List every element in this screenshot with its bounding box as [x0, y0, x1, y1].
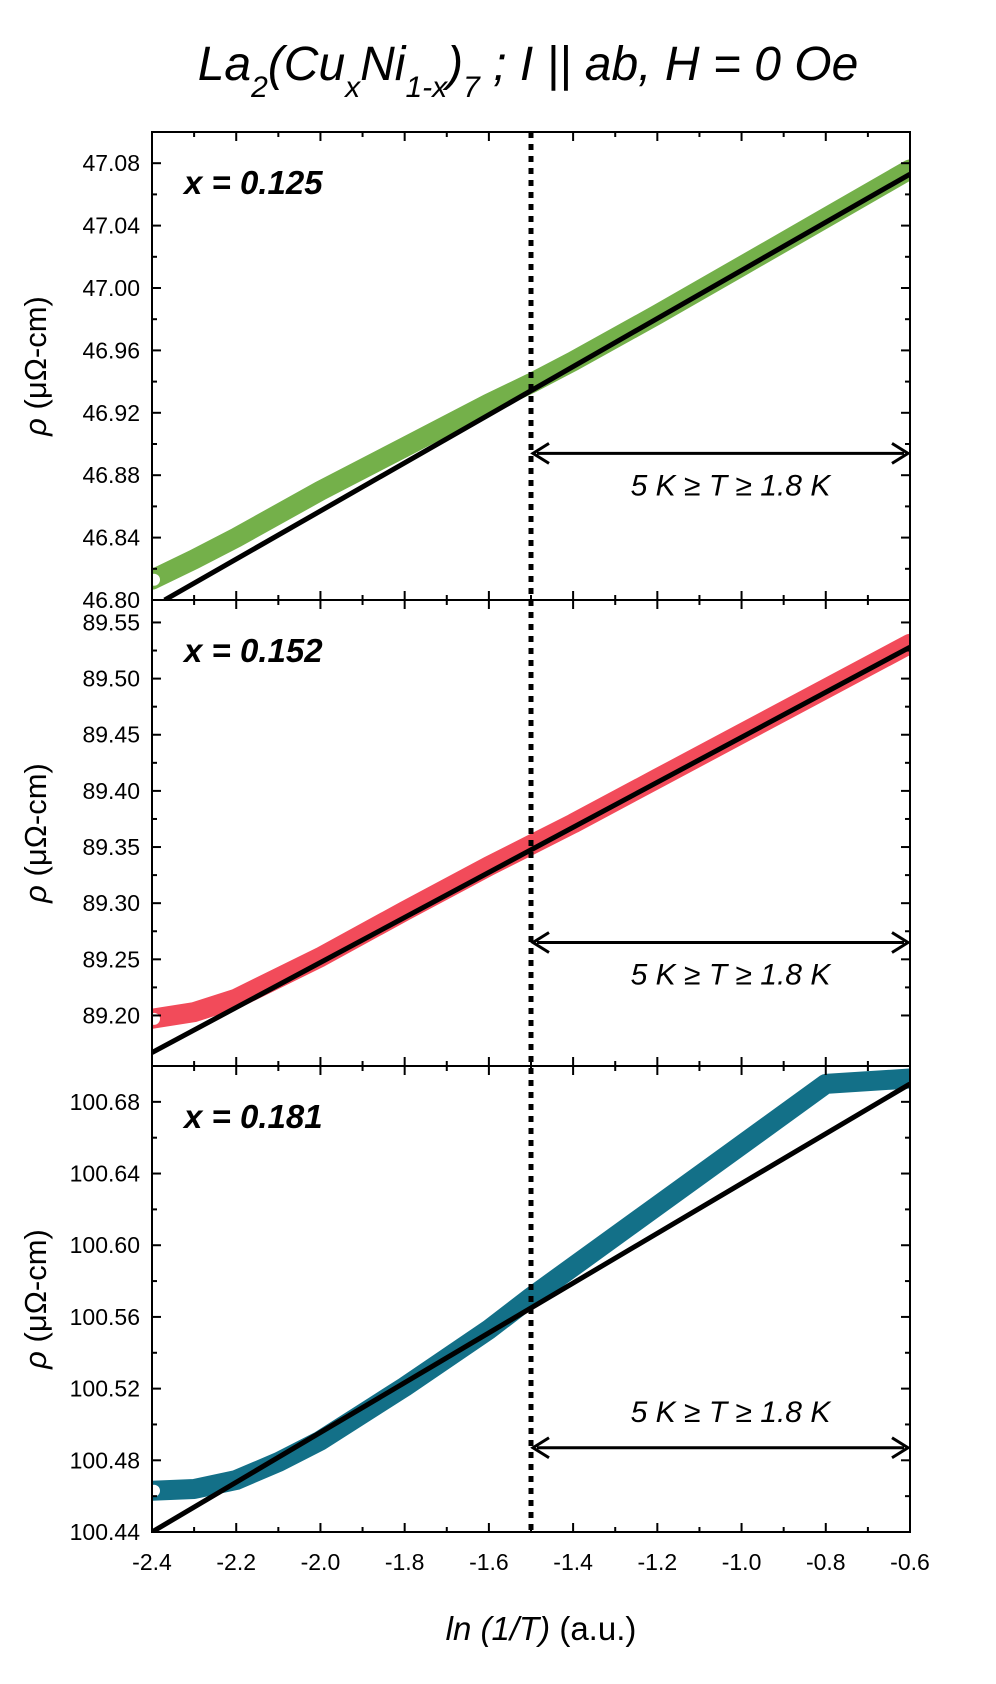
arrowhead-right: [891, 931, 911, 954]
panel-2: 89.20 89.25 89.30 89.35 89.40 89.45 89.50 89.55…: [18, 599, 911, 1067]
y-tick-label: 89.40: [82, 778, 140, 804]
x-tick-label: -1.0: [722, 1549, 762, 1575]
x-tick-label: -1.6: [469, 1549, 509, 1575]
panel-label: x = 0.181: [182, 1098, 323, 1135]
panel-3: 100.44 100.48 100.52 100.56 100.60 100.64 100.…: [18, 1065, 911, 1545]
x-tick-label: -0.8: [806, 1549, 846, 1575]
arrowhead-left: [530, 442, 550, 465]
x-tick-label: -0.6: [890, 1549, 930, 1575]
y-axis-label: ρ (μΩ-cm): [18, 296, 53, 437]
y-tick-label: 89.55: [82, 609, 140, 635]
data-series: [152, 633, 910, 1029]
y-tick-label: 89.20: [82, 1002, 140, 1028]
y-tick-label: 47.00: [82, 275, 140, 301]
data-endpoint-marker: [152, 571, 162, 588]
plot-area: [152, 1068, 910, 1532]
fit-line: [152, 644, 910, 1055]
data-series: [152, 159, 910, 590]
x-tick-label: -2.2: [216, 1549, 256, 1575]
fit-line: [152, 1081, 910, 1532]
fit-line: [163, 171, 910, 600]
y-tick-label: 46.80: [82, 587, 140, 613]
y-tick-label: 100.64: [70, 1161, 141, 1187]
panels: 46.80 46.84 46.88 46.92 46.96 47.00 47.04 47.08…: [18, 131, 911, 1545]
y-tick-label: 47.08: [82, 150, 140, 176]
x-tick-label: -1.2: [638, 1549, 678, 1575]
y-tick-label: 46.84: [82, 525, 140, 551]
range-annotation: 5 K ≥ T ≥ 1.8 K: [631, 1396, 833, 1429]
x-tick-label: -2.0: [301, 1549, 341, 1575]
x-tick-label: -1.4: [553, 1549, 593, 1575]
range-annotation: 5 K ≥ T ≥ 1.8 K: [631, 469, 833, 502]
arrowhead-right: [891, 442, 911, 465]
y-tick-label: 100.52: [70, 1376, 140, 1402]
data-endpoint-marker: [152, 1482, 162, 1499]
y-tick-label: 89.35: [82, 834, 140, 860]
y-tick-label: 100.44: [70, 1519, 141, 1545]
y-tick-label: 89.25: [82, 946, 140, 972]
y-tick-label: 100.48: [70, 1447, 140, 1473]
y-tick-label: 100.56: [70, 1304, 140, 1330]
y-tick-label: 100.60: [70, 1232, 140, 1258]
y-tick-label: 100.68: [70, 1089, 140, 1115]
y-axis-label: ρ (μΩ-cm): [18, 1229, 53, 1370]
arrowhead-right: [891, 1436, 911, 1460]
y-axis-label: ρ (μΩ-cm): [18, 763, 53, 904]
y-tick-label: 89.45: [82, 722, 140, 748]
y-tick-label: 89.50: [82, 666, 140, 692]
panel-1: 46.80 46.84 46.88 46.92 46.96 47.00 47.04 47.08…: [18, 131, 911, 613]
range-annotation: 5 K ≥ T ≥ 1.8 K: [631, 958, 833, 991]
y-tick-label: 47.04: [82, 213, 140, 239]
arrowhead-left: [530, 931, 550, 954]
y-tick-label: 89.30: [82, 890, 140, 916]
x-tick-label: -2.4: [132, 1549, 172, 1575]
plot-area: [152, 159, 910, 600]
chart-title: La2(CuxNi1-x)7 ; I || ab, H = 0 Oe: [198, 38, 859, 104]
y-tick-label: 46.92: [82, 400, 140, 426]
x-tick-labels: -2.4 -2.2 -2.0 -1.8 -1.6 -1.4 -1.2 -1.0 -0.8 -0.6: [132, 1549, 930, 1575]
panel-label: x = 0.152: [182, 632, 323, 669]
panel-label: x = 0.125: [182, 164, 323, 201]
data-endpoint-marker: [152, 1010, 162, 1027]
y-tick-label: 46.88: [82, 462, 140, 488]
x-tick-label: -1.8: [385, 1549, 425, 1575]
y-tick-label: 46.96: [82, 337, 140, 363]
x-axis-label: ln (1/T) (a.u.): [446, 1610, 637, 1647]
arrowhead-left: [530, 1436, 550, 1460]
